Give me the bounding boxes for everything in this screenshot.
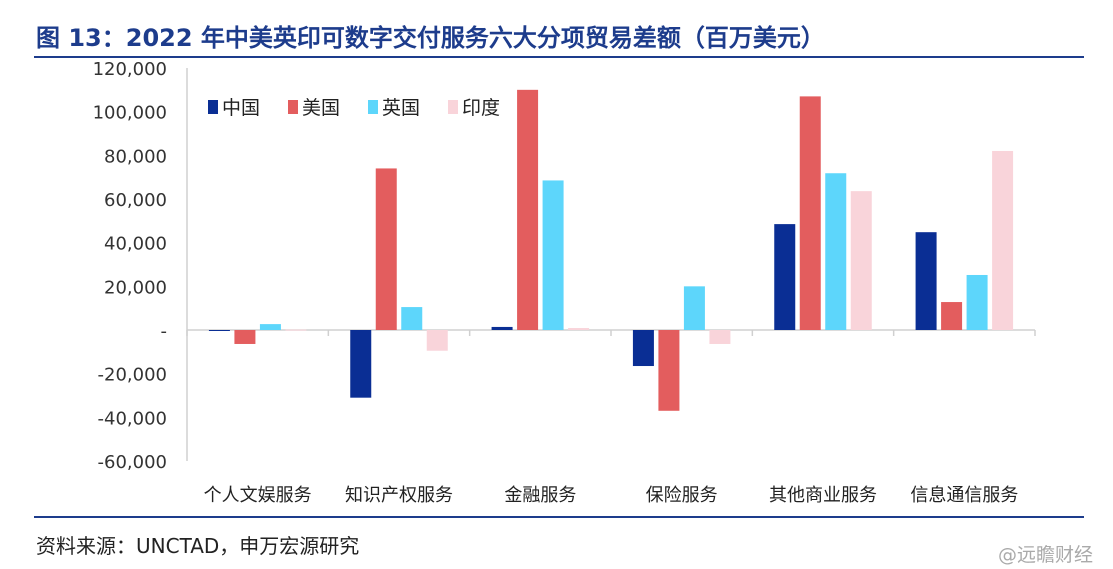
figure-title: 图 13：2022 年中美英印可数字交付服务六大分项贸易差额（百万美元） xyxy=(36,24,825,52)
watermark: @远瞻财经 xyxy=(997,544,1093,566)
x-tick-label: 知识产权服务 xyxy=(345,485,453,506)
source-note: 资料来源：UNCTAD，申万宏源研究 xyxy=(36,534,360,558)
bar-中国-其他商业服务 xyxy=(774,224,796,330)
y-tick-label: -60,000 xyxy=(98,452,167,473)
legend-label: 美国 xyxy=(302,97,340,119)
x-tick-label: 信息通信服务 xyxy=(910,485,1018,506)
bar-中国-信息通信服务 xyxy=(915,232,937,330)
x-tick-label: 其他商业服务 xyxy=(769,485,877,506)
x-tick-label: 个人文娱服务 xyxy=(204,485,312,506)
bar-英国-其他商业服务 xyxy=(825,173,847,330)
bar-美国-金融服务 xyxy=(517,89,539,330)
footer-divider xyxy=(34,516,1084,518)
bar-美国-知识产权服务 xyxy=(375,168,397,330)
bar-中国-金融服务 xyxy=(491,326,513,330)
bar-英国-信息通信服务 xyxy=(966,274,988,330)
bar-美国-其他商业服务 xyxy=(799,96,821,330)
bar-美国-保险服务 xyxy=(658,330,680,411)
y-tick-label: -40,000 xyxy=(98,408,167,429)
y-tick-label: 80,000 xyxy=(104,146,167,167)
y-tick-label: - xyxy=(161,321,168,342)
bar-印度-信息通信服务 xyxy=(992,150,1014,330)
legend-label: 英国 xyxy=(382,97,420,119)
legend-label: 中国 xyxy=(222,97,260,119)
title-divider xyxy=(34,56,1084,58)
bar-印度-保险服务 xyxy=(709,330,731,344)
bar-英国-金融服务 xyxy=(542,180,564,330)
bar-中国-保险服务 xyxy=(632,330,654,367)
x-tick-label: 金融服务 xyxy=(504,485,576,506)
bar-印度-其他商业服务 xyxy=(850,191,872,330)
legend-swatch xyxy=(448,100,458,114)
y-tick-label: 40,000 xyxy=(104,234,167,255)
y-tick-label: 120,000 xyxy=(93,59,167,80)
bar-中国-知识产权服务 xyxy=(350,330,372,398)
x-tick-label: 保险服务 xyxy=(646,485,718,506)
y-tick-label: 20,000 xyxy=(104,277,167,298)
bar-英国-保险服务 xyxy=(683,286,705,330)
bar-印度-金融服务 xyxy=(568,328,590,330)
y-tick-label: 100,000 xyxy=(93,103,167,124)
y-tick-label: 60,000 xyxy=(104,190,167,211)
legend-swatch xyxy=(368,100,378,114)
bar-印度-知识产权服务 xyxy=(426,330,448,351)
legend-swatch xyxy=(288,100,298,114)
bar-英国-知识产权服务 xyxy=(401,307,423,330)
bar-印度-个人文娱服务 xyxy=(285,329,307,331)
legend-swatch xyxy=(208,100,218,114)
legend-label: 印度 xyxy=(462,97,500,119)
y-tick-label: -20,000 xyxy=(98,365,167,386)
bar-美国-个人文娱服务 xyxy=(234,330,256,344)
bar-英国-个人文娱服务 xyxy=(259,324,281,330)
bar-中国-个人文娱服务 xyxy=(208,330,230,331)
bar-美国-信息通信服务 xyxy=(941,302,963,330)
